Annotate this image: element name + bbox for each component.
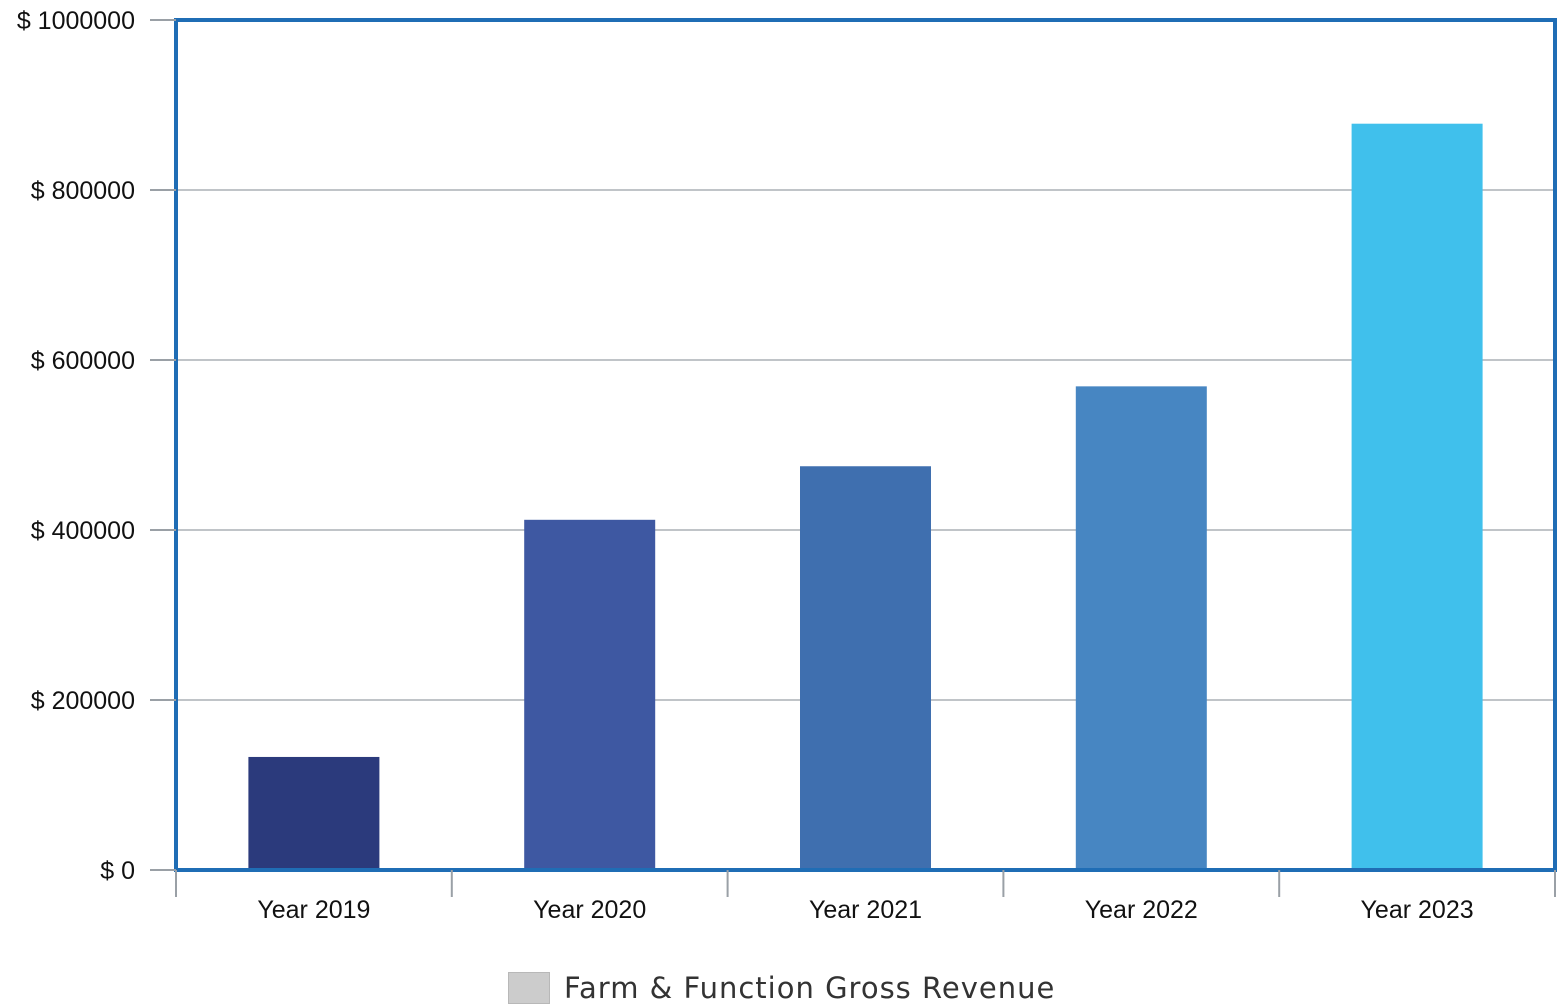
plot-frame xyxy=(174,18,1557,872)
y-tick-label: $ 1000000 xyxy=(17,7,135,35)
legend: Farm & Function Gross Revenue xyxy=(508,970,1055,1005)
bar xyxy=(800,466,931,870)
y-tick-label: $ 0 xyxy=(100,857,135,885)
y-tick-label: $ 400000 xyxy=(31,517,135,545)
x-tick-label: Year 2023 xyxy=(1361,896,1474,924)
legend-label: Farm & Function Gross Revenue xyxy=(564,970,1056,1005)
y-tick-label: $ 200000 xyxy=(31,687,135,715)
bar xyxy=(1351,123,1483,870)
bars xyxy=(248,123,1483,870)
legend-swatch xyxy=(508,971,550,1004)
x-tick-label: Year 2022 xyxy=(1085,896,1198,924)
x-tick-label: Year 2019 xyxy=(257,896,370,924)
bar xyxy=(248,756,380,870)
y-tick-label: $ 800000 xyxy=(31,177,135,205)
bar xyxy=(524,519,656,870)
bar xyxy=(1075,386,1207,870)
x-tick-label: Year 2021 xyxy=(809,896,922,924)
tick-labels: $ 0 $ 200000 $ 400000 $ 600000 $ 800000 $ 100… xyxy=(17,7,1474,924)
x-tick-label: Year 2020 xyxy=(533,896,646,924)
axes xyxy=(150,19,1556,897)
y-tick-label: $ 600000 xyxy=(31,347,135,375)
